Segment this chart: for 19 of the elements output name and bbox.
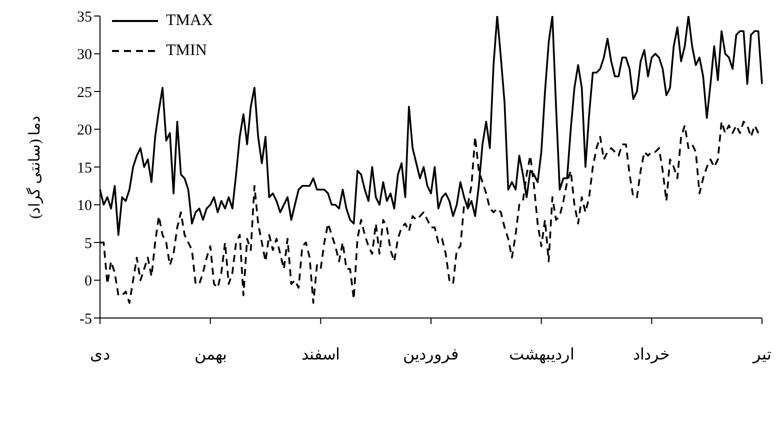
y-tick-label: 30 xyxy=(77,47,92,64)
x-tick-label: اردیبهشت xyxy=(508,346,574,364)
x-tick-label: تیر xyxy=(752,346,771,364)
y-tick-label: -5 xyxy=(80,311,92,328)
x-tick-label: دی xyxy=(90,346,110,364)
legend-label: TMIN xyxy=(166,42,207,60)
x-tick-label: اسفند xyxy=(302,346,340,364)
y-axis-title: دما (سانتی گراد) xyxy=(25,115,44,219)
y-tick-label: 5 xyxy=(84,236,92,252)
y-tick-label: 10 xyxy=(77,198,92,214)
x-tick-label: بهمن xyxy=(194,346,226,364)
y-tick-label: 25 xyxy=(77,84,92,101)
x-tick-label: فروردین xyxy=(403,346,459,364)
y-tick-label: 35 xyxy=(77,9,92,26)
x-tick-label: خرداد xyxy=(633,346,670,364)
legend-label: TMAX xyxy=(166,12,214,30)
y-tick-label: 0 xyxy=(84,274,92,290)
y-tick-label: 15 xyxy=(77,160,92,176)
y-tick-label: 20 xyxy=(77,122,92,139)
